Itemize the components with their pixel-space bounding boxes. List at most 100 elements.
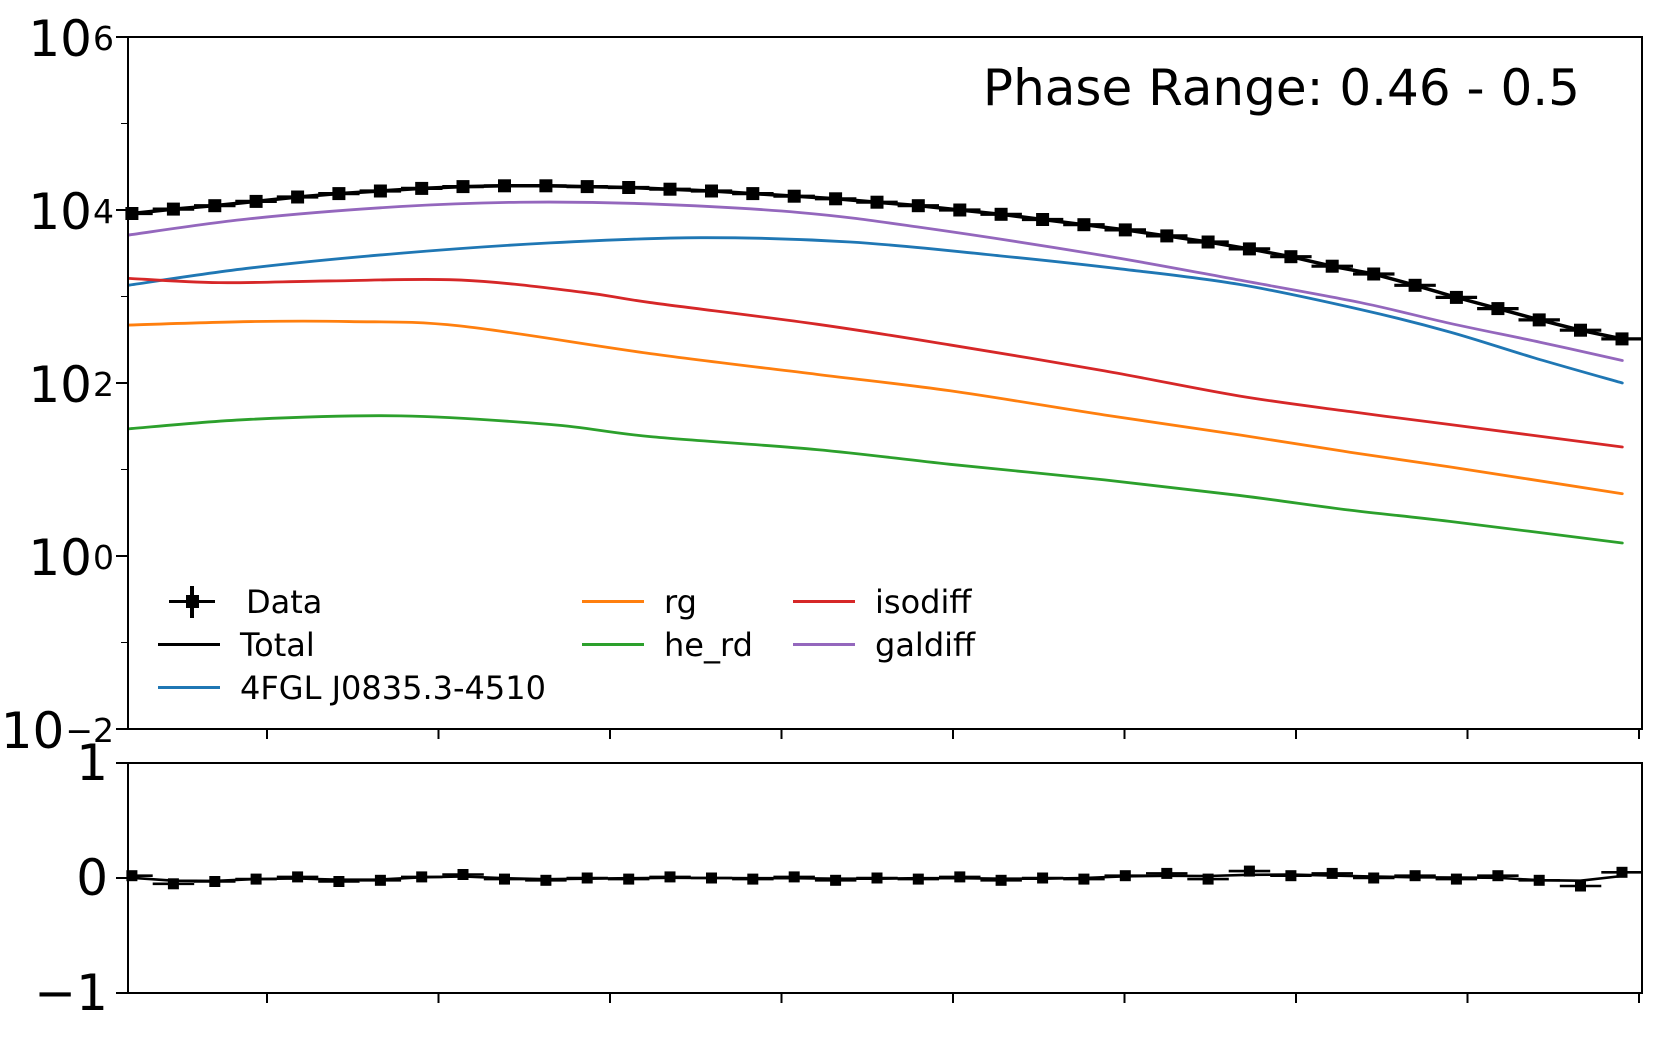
legend-item-galdiff: galdiff <box>793 623 975 666</box>
residual-marker <box>333 876 345 887</box>
data-marker <box>1201 235 1215 249</box>
data-marker <box>1532 313 1546 327</box>
residual-marker <box>250 873 262 885</box>
data-marker <box>539 179 553 193</box>
data-marker <box>953 203 967 217</box>
data-points-group <box>125 179 1642 346</box>
residual-marker <box>1161 867 1173 879</box>
legend-item-data: Data <box>158 580 546 623</box>
residual-marker <box>1368 872 1380 884</box>
data-marker <box>1284 250 1298 264</box>
residual-marker <box>871 872 883 884</box>
series-galdiff-line <box>128 200 1624 362</box>
data-marker <box>498 179 511 193</box>
line-sample-icon <box>158 668 220 708</box>
data-marker <box>291 190 305 204</box>
data-marker <box>705 184 718 198</box>
residual-marker <box>954 871 966 883</box>
residual-marker <box>1616 866 1628 878</box>
legend-column-1: Data Total 4FGL J0835.3-4510 <box>158 580 546 709</box>
data-marker <box>166 202 180 216</box>
residual-points-group <box>126 865 1642 892</box>
data-marker <box>911 199 925 213</box>
legend-label: rg <box>664 582 697 621</box>
residual-marker <box>788 871 800 883</box>
data-marker <box>1615 332 1629 346</box>
data-marker <box>1367 267 1381 281</box>
series-isodiff-line <box>128 276 1624 449</box>
residual-marker <box>1037 872 1049 884</box>
data-marker <box>249 194 263 208</box>
line-sample-icon <box>793 582 855 622</box>
residual-marker <box>623 873 635 885</box>
legend-label: isodiff <box>875 582 972 621</box>
legend-label: Data <box>246 582 323 621</box>
data-marker <box>1325 259 1339 273</box>
residual-marker <box>1450 873 1462 885</box>
residual-marker <box>1078 873 1090 885</box>
y-tick-label-1e2: 10 2 <box>28 356 114 414</box>
y-tick-label-1e0: 10 0 <box>28 529 114 587</box>
residual-tick-label-0: 0 <box>76 849 108 907</box>
data-marker <box>456 180 470 194</box>
residual-marker <box>1119 870 1131 882</box>
series-4fgl-j0835-3-4510-line <box>128 236 1624 385</box>
legend-label: 4FGL J0835.3-4510 <box>240 668 546 707</box>
data-errorbar-marker-glyph <box>158 582 226 622</box>
data-marker <box>746 187 760 201</box>
legend-item-total: Total <box>158 623 546 666</box>
legend-label: he_rd <box>664 625 753 664</box>
y-tick-label-1e6: 10 6 <box>28 10 114 68</box>
residual-marker <box>1409 870 1421 882</box>
data-marker <box>1118 223 1132 237</box>
data-marker <box>1574 323 1587 337</box>
residual-marker <box>1243 865 1255 877</box>
legend-item-rg: rg <box>582 580 753 623</box>
line-sample-icon <box>158 625 220 665</box>
data-marker <box>1242 242 1256 256</box>
residual-tick-label-minus1: −1 <box>34 964 108 1022</box>
residual-marker <box>747 873 759 885</box>
data-marker <box>373 184 387 198</box>
data-marker <box>1160 229 1174 243</box>
y-tick-label-1e4: 10 4 <box>28 183 114 241</box>
square-marker-icon <box>185 595 199 608</box>
model-curves-group <box>128 200 1624 545</box>
residual-tick-label-1: 1 <box>76 734 108 792</box>
residual-marker <box>581 872 593 884</box>
data-marker <box>332 187 346 201</box>
legend-label: Total <box>240 625 315 664</box>
data-marker <box>829 192 843 206</box>
residual-marker <box>209 876 221 887</box>
data-marker <box>787 189 801 203</box>
residual-marker <box>457 869 469 880</box>
chart-title: Phase Range: 0.46 - 0.5 <box>982 59 1580 117</box>
residual-marker <box>1326 867 1338 879</box>
legend-label: galdiff <box>875 625 976 664</box>
data-marker <box>1449 290 1463 304</box>
residual-marker <box>292 871 304 883</box>
residual-marker <box>706 872 717 884</box>
series-he-rd-line <box>128 414 1624 545</box>
line-sample-icon <box>793 625 855 665</box>
legend-item-isodiff: isodiff <box>793 580 975 623</box>
residual-marker <box>995 874 1007 886</box>
residual-marker <box>664 871 676 883</box>
residual-marker <box>499 873 510 885</box>
line-sample-icon <box>582 582 644 622</box>
legend-column-2: rg he_rd <box>582 580 753 666</box>
data-marker <box>622 181 636 194</box>
residual-marker <box>912 873 924 885</box>
data-marker <box>208 199 222 213</box>
residual-marker <box>830 874 842 886</box>
legend-column-3: isodiff galdiff <box>793 580 975 666</box>
residual-marker <box>167 878 179 890</box>
data-marker <box>994 207 1008 221</box>
data-marker <box>1077 218 1091 232</box>
residual-marker <box>540 874 552 886</box>
residual-marker <box>1575 880 1586 892</box>
residual-marker <box>1533 874 1545 886</box>
line-sample-icon <box>582 625 644 665</box>
